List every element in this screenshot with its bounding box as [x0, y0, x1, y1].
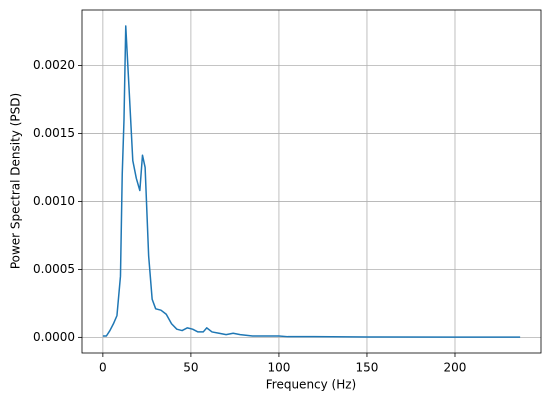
y-tick-label: 0.0005 [33, 262, 75, 276]
y-tick-label: 0.0000 [33, 330, 75, 344]
y-tick-label: 0.0015 [33, 126, 75, 140]
plot-frame [81, 9, 542, 354]
x-tick-label: 150 [356, 361, 379, 375]
line [102, 25, 521, 338]
x-tick-label: 0 [99, 361, 107, 375]
x-tick-label: 50 [183, 361, 198, 375]
y-axis-label: Power Spectral Density (PSD) [9, 93, 23, 269]
y-tick-label: 0.0010 [33, 194, 75, 208]
x-tick-label: 100 [267, 361, 290, 375]
x-tick-label: 200 [444, 361, 467, 375]
y-tick-label: 0.0020 [33, 58, 75, 72]
x-axis-label: Frequency (Hz) [266, 378, 357, 392]
